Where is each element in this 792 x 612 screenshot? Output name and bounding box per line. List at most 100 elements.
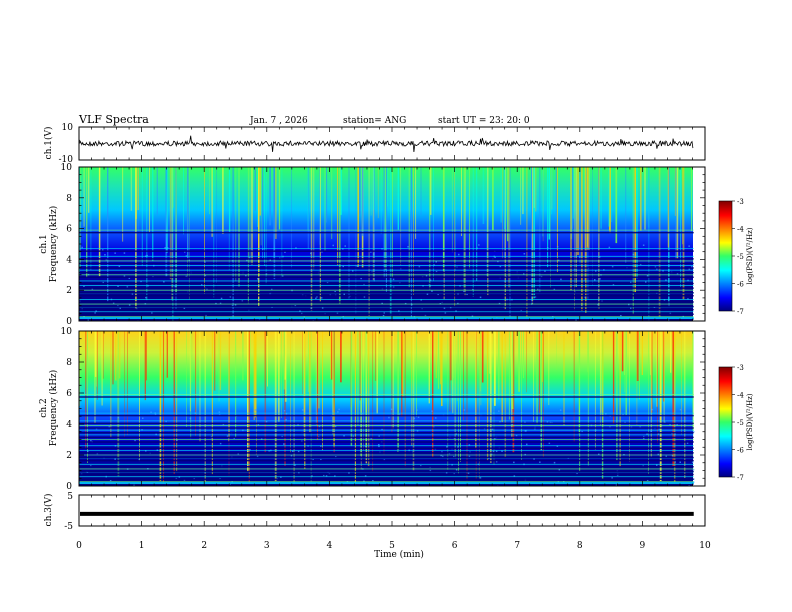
ch1-noise-speck	[119, 307, 121, 310]
ch2-noise-speck	[639, 426, 641, 428]
ch2-noise-speck	[388, 416, 390, 419]
ch1-noise-speck	[282, 275, 284, 277]
ch1-waveform-panel: 10 -10 ch.1(V)	[43, 123, 706, 165]
ch1-noise-speck	[284, 251, 286, 253]
x-tick-label: 10	[699, 541, 711, 551]
ch2-noise-speck	[615, 483, 618, 486]
ch1-noise-speck	[381, 302, 383, 305]
ch1-noise-speck	[398, 310, 400, 312]
ch2-noise-speck	[446, 446, 448, 448]
ch1-noise-speck	[163, 281, 165, 283]
ch1-noise-speck	[336, 312, 339, 315]
ch2-noise-speck	[334, 425, 337, 428]
ch1-noise-speck	[392, 278, 395, 281]
ch2-noise-speck	[294, 464, 296, 466]
ch1-noise-speck	[534, 296, 537, 298]
ch1-noise-speck	[204, 274, 207, 277]
ch2-noise-speck	[453, 455, 455, 458]
ch2-noise-speck	[378, 445, 380, 448]
ch2-noise-speck	[378, 444, 380, 446]
ch2-noise-speck	[463, 409, 466, 411]
ch1-noise-speck	[646, 274, 649, 277]
ch1-noise-speck	[642, 244, 645, 246]
ch1-noise-speck	[215, 302, 217, 305]
ch1-noise-speck	[102, 281, 104, 284]
ch1-noise-speck	[188, 259, 190, 261]
ch3-ytick-top: 5	[67, 492, 73, 502]
ch1-spectrogram-ylabel-freq: Frequency (kHz)	[48, 206, 59, 283]
ch1-noise-speck	[612, 283, 615, 286]
ch1-noise-speck	[598, 256, 601, 258]
ch1-noise-speck	[343, 293, 345, 296]
ch1-noise-speck	[126, 286, 129, 288]
ch2-noise-speck	[691, 461, 694, 463]
ch2-noise-speck	[114, 458, 116, 460]
ch1-noise-speck	[356, 265, 359, 267]
ch2-noise-speck	[285, 418, 287, 421]
ch1-noise-speck	[310, 252, 312, 255]
ch1-noise-speck	[102, 249, 104, 251]
ch2-noise-speck	[285, 412, 288, 415]
ch1-colorbar-tick: -6	[737, 281, 744, 289]
ch1-noise-speck	[667, 318, 670, 321]
ch2-noise-speck	[109, 415, 112, 418]
ch1-noise-speck	[656, 268, 658, 270]
ch2-spectrogram-ytick: 8	[66, 358, 72, 368]
ch1-noise-speck	[241, 300, 244, 302]
ch3-ytick-bottom: -5	[64, 522, 73, 532]
ch1-noise-speck	[584, 296, 586, 299]
ch2-spectrogram-ylabel-ch: ch.2	[39, 398, 49, 417]
ch1-spectrogram-ytick: 10	[61, 163, 73, 173]
ch2-colorbar-tick: -4	[737, 392, 744, 400]
ch1-noise-speck	[123, 252, 126, 254]
ch2-noise-speck	[318, 425, 321, 428]
ch1-noise-speck	[663, 299, 666, 301]
ch1-noise-speck	[688, 268, 690, 270]
ch2-noise-speck	[676, 424, 678, 426]
ch2-noise-speck	[333, 431, 336, 433]
ch1-noise-speck	[435, 271, 438, 273]
ch2-noise-speck	[451, 464, 453, 466]
x-tick-label: 8	[577, 541, 583, 551]
ch2-noise-speck	[513, 475, 516, 477]
ch1-noise-speck	[174, 285, 176, 288]
ch2-noise-speck	[325, 475, 328, 477]
ch1-noise-speck	[231, 305, 234, 307]
ch1-noise-speck	[184, 251, 186, 253]
ch1-noise-speck	[269, 259, 271, 261]
ch2-noise-speck	[546, 421, 549, 423]
station-label: station= ANG	[343, 116, 406, 126]
ch2-noise-speck	[679, 408, 682, 411]
ch2-noise-speck	[283, 410, 286, 412]
ch1-noise-speck	[234, 304, 237, 306]
ch1-colorbar: -3 -4 -5 -6 -7 log(PSD)(V²/Hz)	[718, 198, 754, 316]
ch1-noise-speck	[595, 270, 597, 272]
ch2-noise-speck	[692, 468, 695, 471]
ch2-noise-speck	[334, 475, 336, 477]
ch2-noise-speck	[442, 455, 444, 458]
ch2-noise-speck	[494, 438, 496, 440]
ch1-noise-speck	[687, 298, 689, 300]
ch2-noise-speck	[381, 428, 383, 431]
ch1-noise-speck	[81, 246, 83, 249]
ch1-noise-speck	[429, 279, 432, 281]
ch1-noise-speck	[537, 288, 539, 290]
ch2-colorbar-tick: -6	[737, 447, 744, 455]
ch3-waveform-panel: 5 -5 ch.3(V)	[43, 492, 706, 532]
ch2-noise-speck	[218, 411, 221, 413]
ch2-noise-speck	[352, 435, 355, 437]
ch2-noise-speck	[297, 424, 299, 426]
ch1-colorbar-tick: -3	[737, 198, 744, 206]
ch1-noise-speck	[687, 279, 689, 282]
ch1-noise-speck	[437, 294, 439, 296]
x-tick-label: 5	[389, 541, 395, 551]
ch2-noise-speck	[492, 450, 495, 453]
ch1-noise-speck	[544, 270, 546, 273]
ch1-noise-speck	[597, 303, 599, 306]
ch1-noise-speck	[688, 245, 690, 247]
ch2-colorbar: -3 -4 -5 -6 -7 log(PSD)(V²/Hz)	[718, 364, 754, 482]
ch1-noise-speck	[463, 266, 465, 268]
ch1-noise-speck	[407, 246, 409, 248]
ch1-noise-speck	[457, 302, 459, 305]
ch1-noise-speck	[151, 312, 153, 314]
